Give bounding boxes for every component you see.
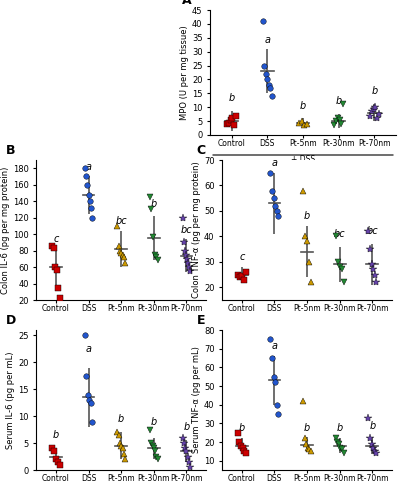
Y-axis label: Serum TNF-α (pg per mL): Serum TNF-α (pg per mL) xyxy=(192,346,201,454)
Y-axis label: Colon IL-6 (pg per mg protein): Colon IL-6 (pg per mg protein) xyxy=(1,166,10,294)
Text: A: A xyxy=(182,0,192,8)
Y-axis label: Serum IL-6 (pg per mL): Serum IL-6 (pg per mL) xyxy=(6,351,15,449)
Text: + DSS: + DSS xyxy=(295,332,319,341)
Text: b: b xyxy=(53,430,59,440)
Y-axis label: Colon TNF-α (pg per mg protein): Colon TNF-α (pg per mg protein) xyxy=(192,162,201,298)
Text: b: b xyxy=(371,86,378,96)
Text: b: b xyxy=(118,414,124,424)
Text: B: B xyxy=(6,144,15,157)
Text: b: b xyxy=(336,96,342,106)
Y-axis label: MPO (U per mg tissue): MPO (U per mg tissue) xyxy=(180,25,189,120)
Text: a: a xyxy=(264,34,270,44)
Text: c: c xyxy=(239,252,244,262)
Text: E: E xyxy=(197,314,205,327)
Text: b: b xyxy=(151,200,157,209)
Text: b: b xyxy=(337,422,343,432)
Text: a: a xyxy=(271,158,278,168)
Text: + DSS: + DSS xyxy=(109,332,133,341)
Text: b: b xyxy=(228,93,235,103)
Text: b: b xyxy=(369,421,375,431)
Text: bc: bc xyxy=(181,225,192,235)
Text: a: a xyxy=(86,344,92,354)
Text: b: b xyxy=(183,422,189,432)
Text: + DSS: + DSS xyxy=(291,156,315,164)
Text: D: D xyxy=(6,314,16,327)
Text: C: C xyxy=(197,144,206,157)
Text: b: b xyxy=(239,422,245,432)
Text: b: b xyxy=(151,417,157,427)
Text: b: b xyxy=(300,102,306,112)
Text: a: a xyxy=(271,340,278,350)
Text: bc: bc xyxy=(334,229,345,239)
Text: b: b xyxy=(304,211,310,221)
Text: bc: bc xyxy=(366,226,378,236)
Text: bc: bc xyxy=(116,216,127,226)
Text: c: c xyxy=(53,234,59,244)
Text: a: a xyxy=(86,162,92,172)
Text: b: b xyxy=(304,422,310,432)
